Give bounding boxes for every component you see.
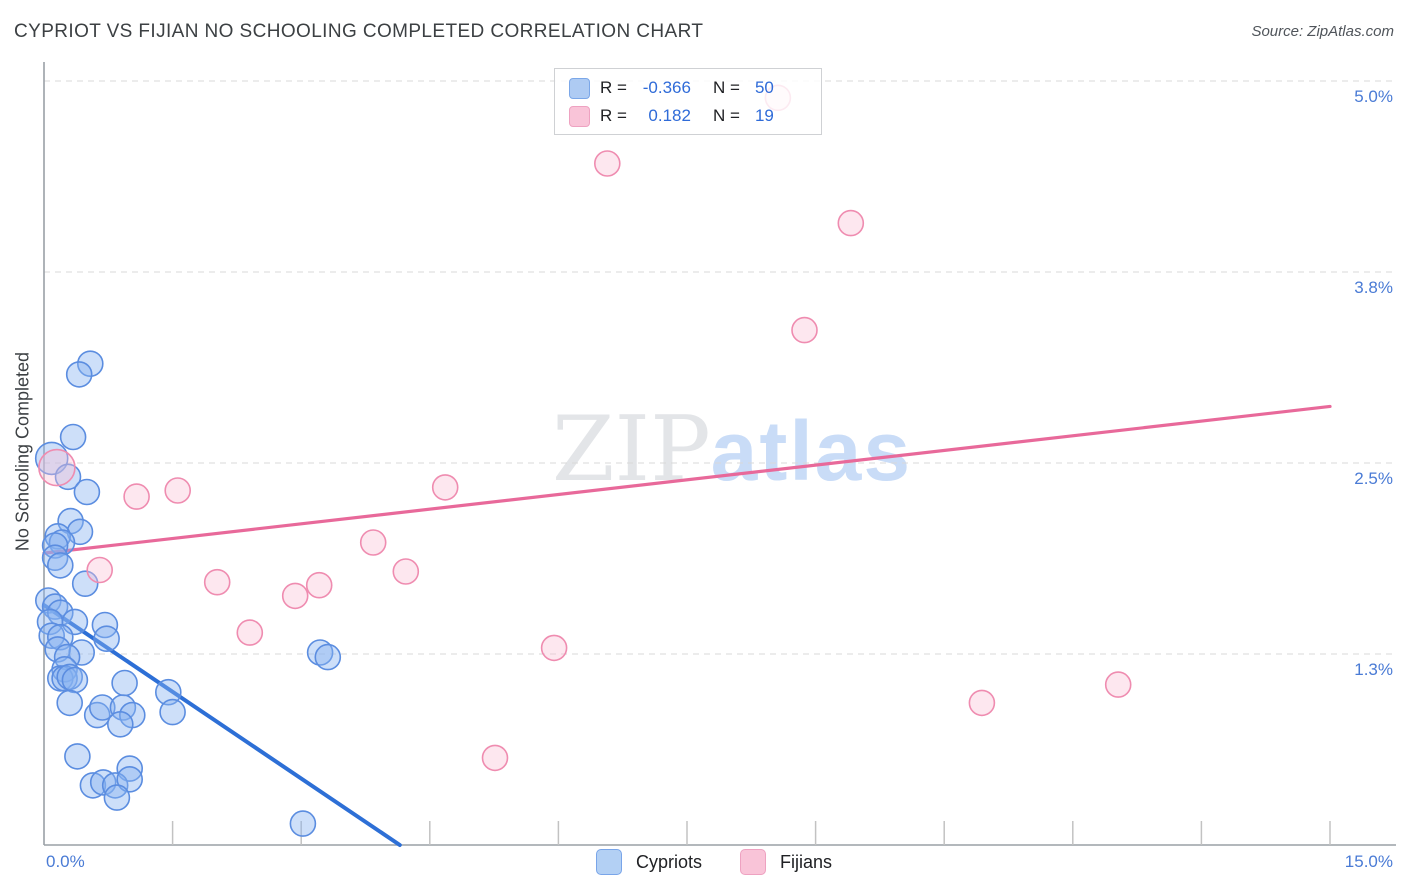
y-tick-label-3.8%: 3.8% [1354,278,1393,297]
y-tick-label-5.0%: 5.0% [1354,87,1393,106]
legend-row-fijians: R = 0.182 N = 19 [569,104,809,128]
data-point-cypriots[interactable] [159,698,186,726]
data-point-cypriots[interactable] [79,772,107,799]
data-point-fijians[interactable] [359,529,387,556]
cypriots-label: Cypriots [636,851,703,872]
data-point-fijians[interactable] [236,619,264,646]
data-point-fijians[interactable] [305,571,333,599]
data-point-cypriots[interactable] [41,544,69,572]
data-point-cypriots[interactable] [91,611,119,639]
data-point-cypriots[interactable] [46,552,74,579]
r-value-fijians: 0.182 [648,106,691,125]
correlation-legend: R = -0.366 N = 50 R = 0.182 N = 19 [554,68,822,135]
watermark-atlas: atlas [710,404,913,498]
data-point-fijians[interactable] [164,477,191,504]
page-title: CYPRIOT VS FIJIAN NO SCHOOLING COMPLETED… [14,21,704,42]
data-point-cypriots[interactable] [116,765,143,793]
data-point-cypriots[interactable] [71,570,99,598]
data-point-cypriots[interactable] [93,625,120,653]
data-point-cypriots[interactable] [116,755,143,782]
y-tick-label-2.5%: 2.5% [1354,469,1393,488]
data-point-cypriots[interactable] [68,639,95,666]
data-point-fijians[interactable] [837,209,865,237]
data-point-fijians[interactable] [392,558,420,585]
data-point-cypriots[interactable] [38,622,66,650]
data-point-cypriots[interactable] [314,643,342,671]
data-point-cypriots[interactable] [77,350,104,378]
y-axis-title: No Schooling Completed [12,351,33,552]
data-point-cypriots[interactable] [103,784,131,811]
fijians-color-swatch [740,849,767,875]
data-point-fijians[interactable] [38,448,76,487]
data-point-cypriots[interactable] [107,710,134,738]
n-label: N = [712,78,740,97]
fijians-swatch [569,105,590,127]
data-point-fijians[interactable] [593,150,621,177]
n-value-fijians: 19 [754,106,774,125]
data-point-cypriots[interactable] [83,701,111,729]
source-credit: Source: ZipAtlas.com [1251,23,1394,40]
data-point-fijians[interactable] [123,483,150,510]
series-legend: Cypriots Fijians [596,849,832,875]
data-point-cypriots[interactable] [289,810,317,837]
data-point-fijians[interactable] [431,474,459,501]
data-point-cypriots[interactable] [59,423,87,451]
x-axis-min-label: 0.0% [46,852,85,871]
r-value-cypriots: -0.366 [642,78,691,97]
cypriots-color-swatch [596,849,622,875]
data-point-fijians[interactable] [481,744,509,772]
trend-line-fijians [42,404,1332,555]
n-value-cypriots: 50 [754,78,774,97]
trend-line-cypriots [42,603,402,847]
data-point-fijians[interactable] [791,316,818,344]
x-axis-max-label: 15.0% [1344,852,1393,871]
data-point-fijians[interactable] [1104,671,1132,698]
data-point-cypriots[interactable] [89,694,116,721]
data-point-fijians[interactable] [968,689,996,717]
data-point-fijians[interactable] [86,556,113,584]
r-label: R = [600,106,627,125]
data-point-fijians[interactable] [281,582,309,610]
r-label: R = [600,78,627,97]
data-point-cypriots[interactable] [56,689,83,717]
data-point-cypriots[interactable] [61,666,89,694]
legend-item-cypriots: Cypriots [596,849,702,875]
data-point-cypriots[interactable] [111,669,138,697]
data-point-cypriots[interactable] [155,678,182,706]
cypriots-swatch [569,77,590,99]
data-point-cypriots[interactable] [65,361,93,388]
fijians-label: Fijians [780,851,833,872]
legend-item-fijians: Fijians [740,849,832,875]
y-tick-label-1.3%: 1.3% [1354,660,1393,679]
legend-row-cypriots: R = -0.366 N = 50 [569,76,809,100]
data-point-fijians[interactable] [203,568,231,596]
data-point-cypriots[interactable] [306,639,334,666]
data-point-cypriots[interactable] [73,478,101,506]
data-point-cypriots[interactable] [64,743,91,770]
data-point-fijians[interactable] [540,634,568,662]
n-label: N = [712,106,740,125]
